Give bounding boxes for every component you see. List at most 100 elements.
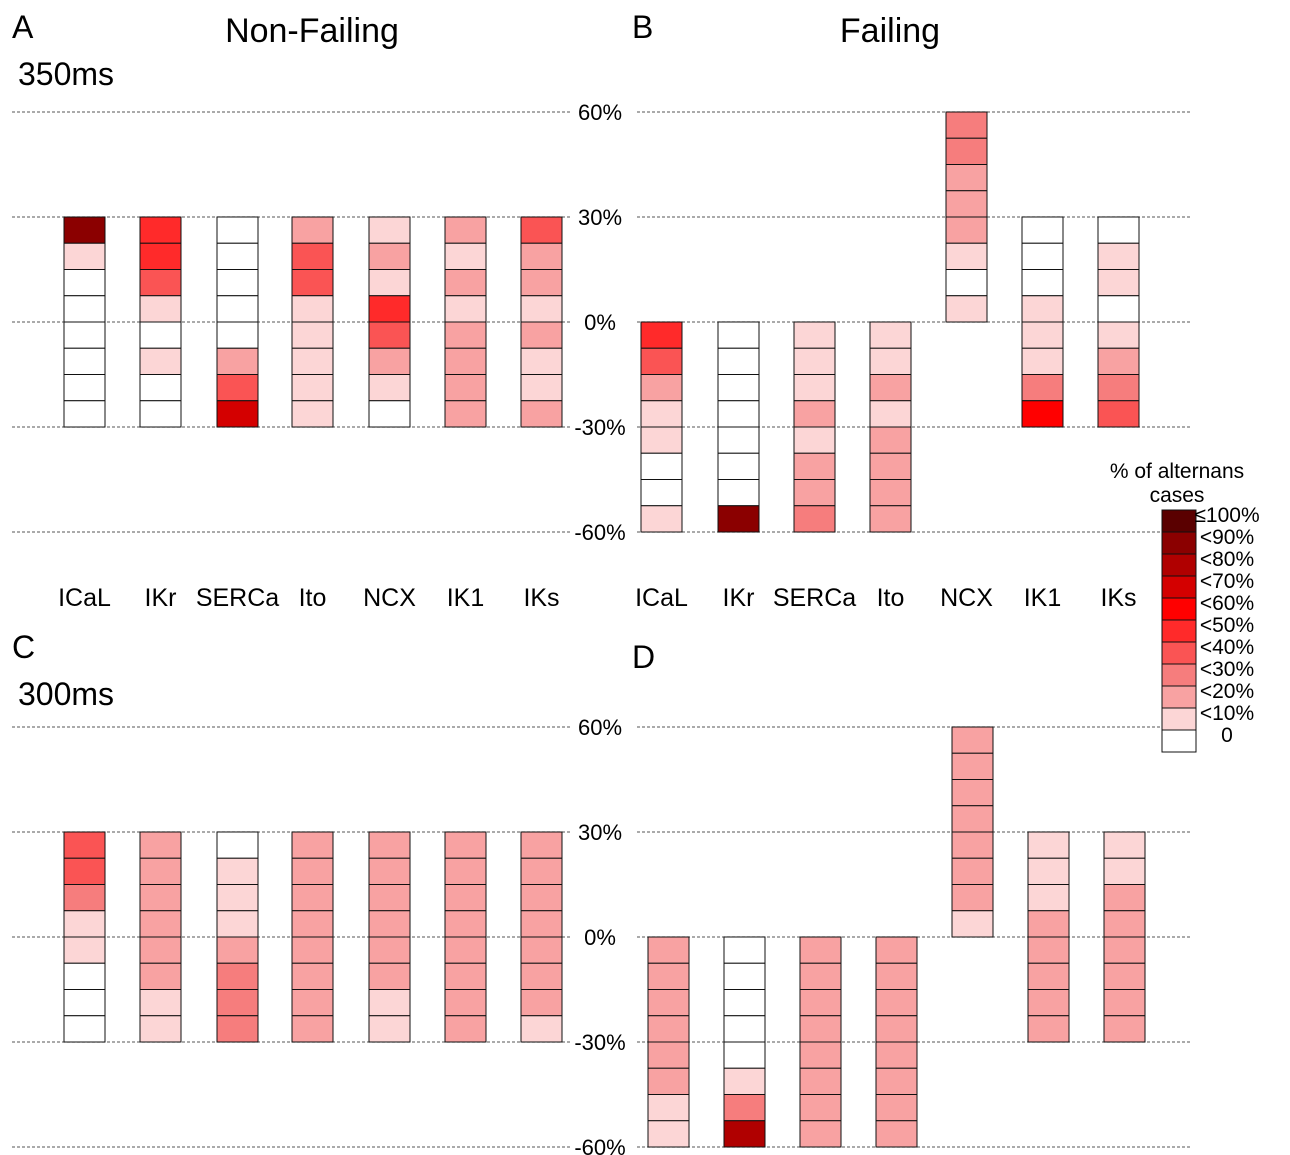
legend-swatch	[1161, 729, 1197, 753]
heatmap-cell	[444, 910, 487, 938]
heatmap-cell	[216, 962, 259, 990]
heatmap-cell	[647, 989, 690, 1017]
heatmap-cell	[139, 831, 182, 859]
heatmap-cell	[291, 884, 334, 912]
heatmap-cell	[139, 989, 182, 1017]
legend-label: <70%	[1200, 570, 1254, 593]
heatmap-cell	[520, 242, 563, 270]
heatmap-cell	[139, 884, 182, 912]
heatmap-cell	[63, 216, 106, 244]
heatmap-cell	[444, 347, 487, 375]
y-tick-label: -60%	[574, 520, 625, 545]
legend-label: <60%	[1200, 592, 1254, 615]
heatmap-cell	[139, 910, 182, 938]
heatmap-cell	[139, 242, 182, 270]
heatmap-cell	[368, 910, 411, 938]
legend-swatch	[1161, 531, 1197, 555]
heatmap-cell	[1097, 269, 1140, 297]
heatmap-cell	[139, 269, 182, 297]
heatmap-cell	[520, 989, 563, 1017]
heatmap-cell	[717, 479, 760, 507]
heatmap-cell	[951, 779, 994, 807]
heatmap-cell	[216, 321, 259, 349]
heatmap-cell	[1097, 400, 1140, 428]
heatmap-cell	[444, 857, 487, 885]
heatmap-cell	[640, 505, 683, 533]
panel-c-letter: C	[12, 629, 35, 665]
heatmap-cell	[951, 805, 994, 833]
heatmap-cell	[869, 321, 912, 349]
heatmap-cell	[216, 374, 259, 402]
heatmap-cell	[951, 857, 994, 885]
category-label: NCX	[363, 584, 416, 612]
heatmap-cell	[520, 400, 563, 428]
heatmap-cell	[520, 347, 563, 375]
heatmap-cell	[647, 1120, 690, 1148]
category-label: SERCa	[196, 584, 279, 612]
heatmap-cell	[793, 400, 836, 428]
heatmap-cell	[444, 962, 487, 990]
category-label: Ito	[299, 584, 327, 612]
heatmap-cell	[216, 936, 259, 964]
legend-label: <50%	[1200, 614, 1254, 637]
heatmap-cell	[799, 989, 842, 1017]
heatmap-cell	[444, 884, 487, 912]
heatmap-cell	[875, 989, 918, 1017]
heatmap-cell	[368, 216, 411, 244]
heatmap-cell	[723, 1041, 766, 1069]
heatmap-cell	[1097, 321, 1140, 349]
color-legend: ≤100%<90%<80%<70%<60%<50%<40%<30%<20%<10…	[1161, 504, 1260, 753]
heatmap-cell	[216, 884, 259, 912]
heatmap-cell	[63, 910, 106, 938]
heatmap-cell	[291, 295, 334, 323]
heatmap-cell	[951, 726, 994, 754]
heatmap-cell	[291, 936, 334, 964]
heatmap-cell	[63, 962, 106, 990]
panel-d-letter: D	[632, 639, 655, 675]
heatmap-cell	[723, 1067, 766, 1095]
heatmap-cell	[793, 347, 836, 375]
heatmap-cell	[723, 989, 766, 1017]
gridlines	[12, 111, 1190, 1148]
heatmap-cell	[216, 242, 259, 270]
heatmap-cell	[1103, 936, 1146, 964]
heatmap-cell	[723, 1120, 766, 1148]
legend-swatch	[1161, 707, 1197, 731]
legend-swatch	[1161, 597, 1197, 621]
heatmap-cell	[799, 936, 842, 964]
heatmap-cell	[723, 1094, 766, 1122]
heatmap-cell	[1021, 242, 1064, 270]
category-label: IK1	[447, 584, 485, 612]
heatmap-cell	[520, 884, 563, 912]
heatmap-cell	[444, 321, 487, 349]
heatmap-cell	[1021, 347, 1064, 375]
y-tick-label: 30%	[578, 820, 622, 845]
heatmap-cell	[647, 1041, 690, 1069]
heatmap-cell	[945, 190, 988, 218]
heatmap-cell	[647, 1094, 690, 1122]
heatmap-cell	[723, 936, 766, 964]
heatmap-cell	[368, 242, 411, 270]
heatmap-cell	[945, 242, 988, 270]
heatmap-cell	[63, 400, 106, 428]
heatmap-cell	[368, 269, 411, 297]
heatmap-cell	[63, 321, 106, 349]
heatmap-cell	[945, 269, 988, 297]
heatmap-cell	[1103, 962, 1146, 990]
y-tick-label: -60%	[574, 1135, 625, 1155]
heatmap-cell	[717, 426, 760, 454]
heatmap-cell	[875, 962, 918, 990]
heatmap-cell	[647, 936, 690, 964]
heatmap-cell	[291, 989, 334, 1017]
heatmap-cell	[1027, 857, 1070, 885]
heatmap-cell	[1103, 910, 1146, 938]
heatmap-cell	[216, 1015, 259, 1043]
heatmap-cell	[1021, 321, 1064, 349]
heatmap-cell	[875, 1094, 918, 1122]
heatmap-cell	[1097, 216, 1140, 244]
heatmap-cell	[520, 269, 563, 297]
heatmap-cell	[875, 936, 918, 964]
heatmap-cell	[291, 831, 334, 859]
heatmap-cell	[291, 910, 334, 938]
